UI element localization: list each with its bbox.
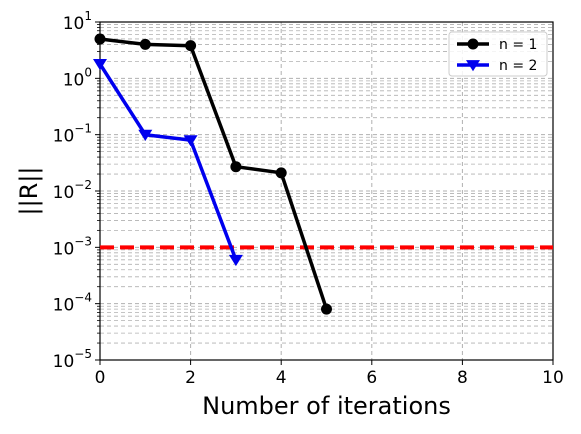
x-tick-label: 4 <box>276 368 287 388</box>
data-point <box>139 38 151 50</box>
grid <box>100 22 553 360</box>
y-tick-label: 10−1 <box>53 122 92 147</box>
data-point <box>93 59 107 71</box>
legend-label: n = 2 <box>499 58 537 74</box>
data-point <box>138 129 153 141</box>
x-axis-label: Number of iterations <box>202 392 451 420</box>
legend: n = 1 n = 2 <box>448 31 548 77</box>
y-tick-label: 10−2 <box>53 178 92 203</box>
y-tick-label: 10−4 <box>53 291 92 316</box>
data-point <box>228 254 243 267</box>
series-1 <box>94 33 332 315</box>
y-tick-label: 100 <box>63 65 92 90</box>
legend-marker <box>467 38 479 50</box>
x-tick-label: 8 <box>457 368 468 388</box>
x-tick-label: 10 <box>542 368 564 388</box>
series-2 <box>93 59 243 267</box>
x-tick-label: 6 <box>366 368 377 388</box>
legend-entry: n = 2 <box>457 58 537 74</box>
data-point <box>230 161 242 173</box>
axis-ticks: 0 2 4 6 8 10 10−5 10−4 10−3 10−2 10−1 100 101 <box>53 9 564 388</box>
data-point <box>275 167 287 179</box>
y-tick-label: 10−5 <box>53 347 92 372</box>
x-tick-label: 2 <box>185 368 196 388</box>
data-point <box>321 303 332 315</box>
legend-marker <box>466 60 480 72</box>
series-line <box>98 63 238 261</box>
legend-label: n = 1 <box>499 37 537 53</box>
series-layer <box>93 33 332 315</box>
y-tick-label: 10−3 <box>53 234 92 259</box>
data-point <box>183 135 198 147</box>
data-point <box>185 40 197 52</box>
legend-entry: n = 1 <box>457 37 537 53</box>
data-point <box>94 33 106 45</box>
series-line <box>99 37 329 310</box>
y-tick-label: 101 <box>63 9 92 34</box>
x-tick-label: 0 <box>95 368 106 388</box>
y-axis-label: ||R|| <box>15 166 43 215</box>
